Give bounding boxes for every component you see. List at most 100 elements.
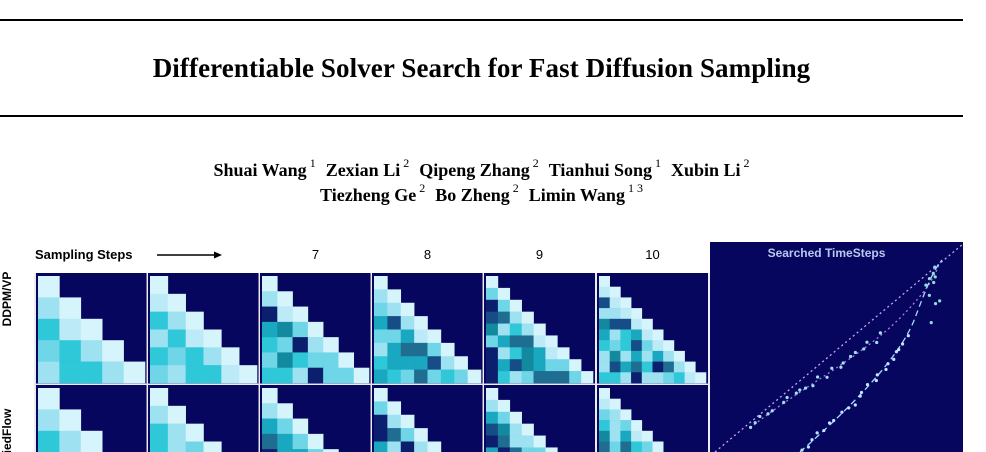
matrix-cell [663,372,675,384]
matrix-cell [609,409,621,421]
matrix-cell [102,340,124,362]
matrix-cell [569,359,582,372]
matrix-cell [509,359,522,372]
matrix-cell [307,321,324,338]
matrix-cell [414,441,428,452]
matrix-cell [59,361,82,384]
matrix-cell [150,405,169,424]
matrix-cell [374,316,388,330]
matrix-cell [374,388,388,402]
matrix-cell [620,340,632,352]
matrix-cell [497,299,511,312]
timestep-marker [770,409,774,413]
author-affiliation: 2 [740,156,750,170]
matrix-cell [167,293,186,312]
matrix-cell [599,441,610,452]
title-rule-top [0,19,963,21]
matrix-cell [599,361,610,373]
matrix-cell [59,318,82,341]
matrix-cell [609,361,621,373]
matrix-cell [414,369,428,384]
matrix-cell [167,441,186,452]
matrix-cell [652,372,664,384]
matrix-grid [34,273,710,452]
timestep-marker [886,362,890,366]
matrix-cell [307,352,324,369]
matrix-cell [620,409,632,421]
matrix-cell [167,365,186,384]
matrix-cell [123,361,146,384]
timestep-marker [753,421,757,425]
matrix-cell [545,371,558,384]
matrix-cell [609,350,621,362]
timestep-marker [875,340,879,345]
matrix-cell [454,369,468,384]
matrix-cell [673,350,685,362]
matrix-cell [533,435,546,448]
timestep-marker [811,384,815,388]
timestep-marker [853,350,857,355]
matrix-cell [599,308,610,320]
matrix-cell [497,347,511,360]
matrix-cell [509,435,522,448]
matrix-cell [292,306,309,323]
matrix-cell [497,435,511,448]
timestep-marker [892,357,896,361]
matrix-cell [277,449,293,452]
matrix-cell [631,350,643,362]
matrix-cell [521,435,534,448]
matrix-cell [353,367,370,384]
matrix-cell [609,372,621,384]
timestep-marker [884,367,888,372]
searched-timesteps-panel: Searched TimeSteps [710,242,964,452]
timestep-marker [906,334,910,338]
matrix-cell [203,329,222,348]
author-affiliation: 2 [509,181,519,195]
matrix-cell [620,441,632,452]
matrix-cell [620,350,632,362]
matrix-cell [497,311,511,324]
timestep-marker [815,431,819,435]
timestep-marker [897,348,901,352]
matrix-cell [167,405,186,424]
timestep-marker [794,391,798,395]
matrix-cell [486,411,499,424]
paper-title: Differentiable Solver Search for Fast Di… [152,53,811,83]
matrix-cell [641,329,653,341]
matrix-cell [400,369,415,384]
matrix-cell [609,297,621,309]
timestep-marker [806,445,811,449]
matrix-cell [599,398,610,410]
matrix-cell [262,337,278,353]
matrix-cell [374,414,388,429]
matrix-cell [631,340,643,352]
matrix-cell [203,365,222,384]
matrix-cell [486,388,499,401]
step-label: 10 [645,247,659,262]
matrix-cell [387,342,402,357]
matrix-cell [631,420,643,432]
timestep-marker [800,448,804,452]
matrix-cell [277,291,293,307]
authors-line-2: Tiezheng Ge 2 Bo Zheng 2 Limin Wang 1 3 [0,181,963,206]
matrix-cell [569,371,582,384]
matrix-cell [486,311,499,324]
timestep-marker [865,382,870,387]
matrix-cell [545,347,558,360]
matrix-cell [620,297,632,309]
matrix-cell [486,347,499,360]
matrix-cell [467,369,482,384]
matrix-cell [673,372,685,384]
matrix-cell [203,347,222,366]
matrix-cell [150,423,169,442]
matrix-cell [486,371,499,384]
timestep-marker [810,438,814,442]
matrix-cell [599,276,610,287]
matrix-cell [486,276,499,289]
matrix-cell [641,372,653,384]
matrix-cell [338,352,355,369]
matrix-cell [150,329,169,348]
row-labels: DDPM/VP fiedFlow [0,272,14,452]
matrix-cell [374,302,388,317]
matrix-cell [599,297,610,309]
